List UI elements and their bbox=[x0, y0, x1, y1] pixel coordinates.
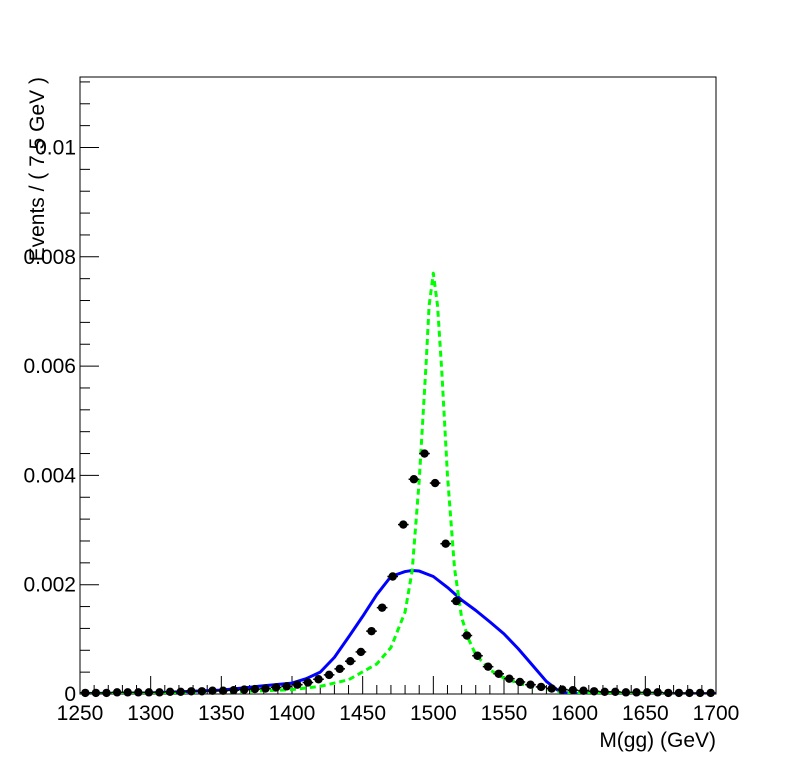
x-tick-label: 1700 bbox=[693, 702, 740, 725]
data-point bbox=[440, 539, 451, 548]
x-tick-label: 1400 bbox=[269, 702, 316, 725]
data-point bbox=[80, 688, 91, 698]
data-point bbox=[419, 449, 430, 458]
data-point bbox=[207, 686, 218, 695]
data-point bbox=[323, 670, 335, 680]
data-point bbox=[514, 677, 526, 687]
data-point bbox=[673, 688, 685, 698]
data-point bbox=[228, 685, 239, 695]
data-point bbox=[482, 662, 494, 671]
axes: 1250 1300 1350 1400 1450 1500 1550 1600 1650 1700… bbox=[23, 81, 740, 725]
data-point bbox=[535, 682, 547, 692]
y-tick-label: 0.004 bbox=[23, 464, 76, 487]
data-point bbox=[631, 688, 642, 697]
x-axis-label: M(gg) (GeV) bbox=[599, 729, 716, 752]
x-tick-label: 1550 bbox=[481, 702, 528, 725]
data-point bbox=[366, 626, 377, 636]
data-point bbox=[461, 631, 473, 640]
x-tick-label: 1300 bbox=[127, 702, 174, 725]
data-point bbox=[154, 688, 165, 697]
y-tick-label: 0 bbox=[64, 683, 76, 706]
data-point bbox=[355, 647, 367, 657]
y-tick-label: 0.002 bbox=[23, 574, 76, 597]
data-point bbox=[546, 684, 557, 693]
data-point bbox=[334, 664, 345, 674]
data-point bbox=[398, 520, 409, 529]
data-point bbox=[111, 688, 123, 697]
data-point bbox=[588, 687, 600, 696]
data-point bbox=[175, 687, 186, 697]
data-point bbox=[260, 684, 271, 693]
data-point bbox=[376, 603, 388, 612]
data-point bbox=[599, 687, 610, 697]
y-tick-label: 0.008 bbox=[23, 246, 76, 269]
series-layer bbox=[80, 271, 716, 698]
data-point bbox=[663, 688, 674, 698]
data-point bbox=[249, 684, 261, 694]
data-point bbox=[684, 688, 695, 698]
data-point bbox=[345, 657, 356, 666]
data-point bbox=[217, 686, 229, 695]
data-point bbox=[641, 688, 653, 697]
data-point bbox=[90, 688, 102, 698]
data-point bbox=[451, 596, 462, 606]
data-point bbox=[652, 688, 663, 697]
data-point bbox=[313, 675, 324, 684]
data-point bbox=[567, 685, 579, 695]
y-tick-label: 0.006 bbox=[23, 355, 76, 378]
data-point bbox=[302, 678, 314, 687]
data-point bbox=[610, 687, 621, 697]
data-point bbox=[705, 688, 716, 698]
data-point bbox=[694, 688, 706, 698]
x-tick-label: 1350 bbox=[198, 702, 245, 725]
data-point bbox=[281, 682, 292, 691]
x-tick-label: 1650 bbox=[622, 702, 669, 725]
data-point bbox=[557, 685, 568, 694]
y-tick-label: 0.01 bbox=[35, 136, 76, 159]
data-point bbox=[525, 680, 536, 689]
data-point bbox=[101, 688, 112, 698]
solid-curve bbox=[80, 568, 716, 694]
dashed-curve bbox=[80, 271, 716, 694]
data-point bbox=[239, 685, 250, 694]
y-axis-label: Events / ( 7.5 GeV ) bbox=[26, 77, 49, 261]
data-point bbox=[186, 687, 197, 696]
data-point bbox=[143, 688, 155, 697]
data-point bbox=[620, 688, 632, 697]
data-point bbox=[164, 687, 176, 697]
x-tick-label: 1500 bbox=[410, 702, 457, 725]
x-tick-label: 1250 bbox=[57, 702, 104, 725]
data-point bbox=[133, 688, 144, 697]
data-point bbox=[387, 572, 398, 581]
data-point bbox=[270, 683, 282, 692]
x-tick-label: 1600 bbox=[551, 702, 598, 725]
plot-frame bbox=[79, 76, 717, 695]
data-point bbox=[493, 669, 504, 678]
data-point bbox=[196, 687, 208, 696]
data-point bbox=[408, 475, 420, 484]
x-tick-label: 1450 bbox=[339, 702, 386, 725]
data-point bbox=[578, 686, 589, 695]
data-point bbox=[429, 478, 441, 488]
data-point bbox=[292, 680, 303, 689]
data-point bbox=[472, 651, 483, 660]
data-point bbox=[504, 674, 515, 683]
data-point bbox=[122, 688, 133, 697]
